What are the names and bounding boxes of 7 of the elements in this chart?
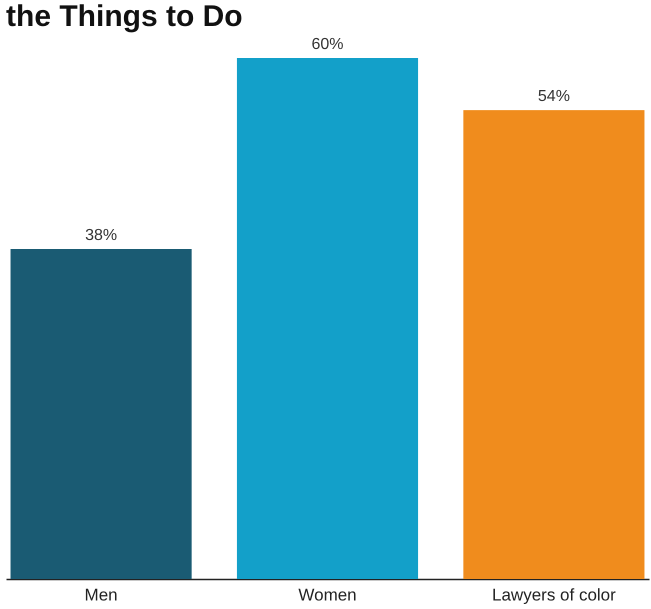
x-tick-label: Men xyxy=(84,586,118,604)
data-label: 60% xyxy=(311,36,344,53)
x-tick-label: Women xyxy=(298,586,357,604)
chart-title: the Things to Do xyxy=(6,0,243,33)
data-label: 38% xyxy=(85,227,118,244)
x-tick-label: Lawyers of color xyxy=(492,586,616,604)
data-label: 54% xyxy=(538,88,570,106)
